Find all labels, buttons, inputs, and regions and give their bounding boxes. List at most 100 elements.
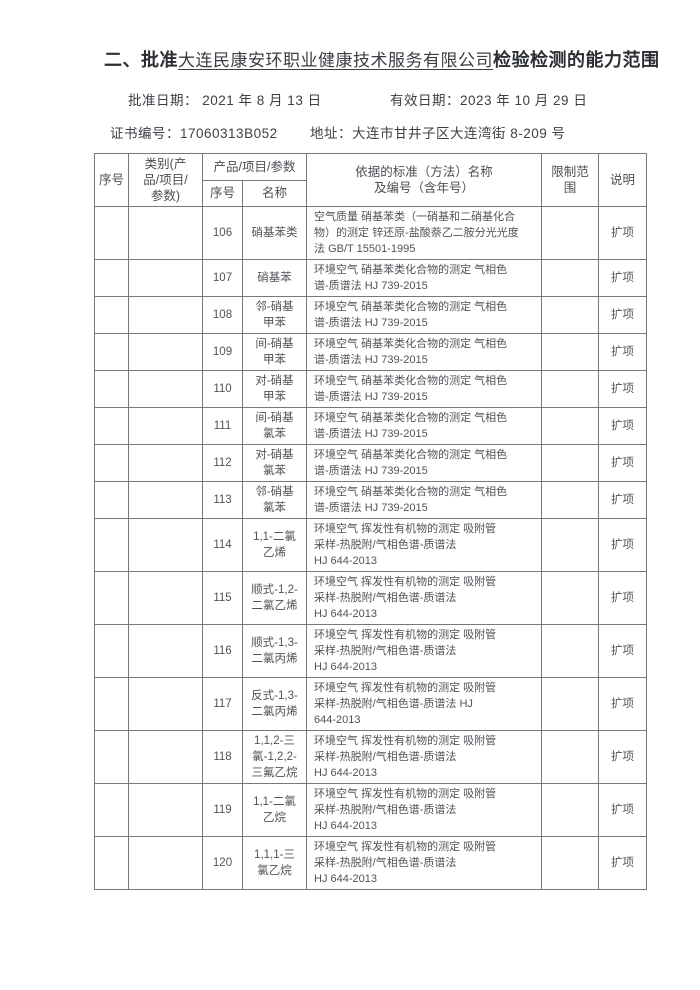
item-name-cell: 邻-硝基 氯苯 bbox=[241, 481, 308, 519]
table-row: 108 邻-硝基 甲苯 环境空气 硝基苯类化合物的测定 气相色 谱-质谱法 HJ 7… bbox=[94, 296, 648, 334]
valid-date-value: 2023 年 10 月 29 日 bbox=[460, 93, 588, 108]
seq-cell bbox=[94, 571, 129, 625]
seq-cell bbox=[94, 836, 129, 890]
seq-cell bbox=[94, 481, 129, 519]
table-row: 119 1,1-二氯 乙烷 环境空气 挥发性有机物的测定 吸附管 采样-热脱附/气相… bbox=[94, 783, 648, 837]
note-cell: 扩项 bbox=[598, 481, 648, 519]
item-name-cell: 对-硝基 甲苯 bbox=[241, 370, 308, 408]
col-header-seq: 序号 bbox=[94, 153, 129, 207]
note-cell: 扩项 bbox=[598, 518, 648, 572]
table-row: 116 顺式-1,3- 二氯丙烯 环境空气 挥发性有机物的测定 吸附管 采样-热脱附… bbox=[94, 624, 648, 678]
seq-cell bbox=[94, 677, 129, 731]
note-cell: 扩项 bbox=[598, 624, 648, 678]
approval-date-label: 批准日期： bbox=[128, 93, 198, 108]
seq-cell bbox=[94, 444, 129, 482]
table-header: 序号 类别(产 品/项目/ 参数) 产品/项目/参数 依据的标准（方法）名称 及… bbox=[94, 153, 648, 207]
cert-no-label: 证书编号： bbox=[110, 126, 180, 141]
standard-cell: 环境空气 硝基苯类化合物的测定 气相色 谱-质谱法 HJ 739-2015 bbox=[306, 481, 543, 519]
col-header-product: 产品/项目/参数 bbox=[201, 153, 308, 181]
category-cell bbox=[128, 333, 203, 371]
title-company-name: 大连民康安环职业健康技术服务有限公司 bbox=[178, 51, 493, 70]
note-cell: 扩项 bbox=[598, 259, 648, 297]
table-row: 106 硝基苯类 空气质量 硝基苯类（一硝基和二硝基化合 物）的测定 锌还原-盐酸萘… bbox=[94, 206, 648, 260]
address-value: 大连市甘井子区大连湾街 8-209 号 bbox=[352, 126, 566, 141]
category-cell bbox=[128, 836, 203, 890]
seq-cell bbox=[94, 407, 129, 445]
page-title: 二、批准大连民康安环职业健康技术服务有限公司检验检测的能力范围 bbox=[104, 46, 700, 72]
approval-date: 批准日期： 2021 年 8 月 13 日 bbox=[128, 89, 390, 109]
standard-cell: 环境空气 硝基苯类化合物的测定 气相色 谱-质谱法 HJ 739-2015 bbox=[306, 296, 543, 334]
table-row: 107 硝基苯 环境空气 硝基苯类化合物的测定 气相色 谱-质谱法 HJ 739-2… bbox=[94, 259, 648, 297]
dates-row: 批准日期： 2021 年 8 月 13 日 有效日期：2023 年 10 月 2… bbox=[128, 89, 700, 109]
table-row: 117 反式-1,3- 二氯丙烯 环境空气 挥发性有机物的测定 吸附管 采样-热脱附… bbox=[94, 677, 648, 731]
address-label: 地址： bbox=[310, 126, 352, 141]
standard-cell: 空气质量 硝基苯类（一硝基和二硝基化合 物）的测定 锌还原-盐酸萘乙二胺分光光度… bbox=[306, 206, 543, 260]
item-name-cell: 1,1-二氯 乙烷 bbox=[241, 783, 308, 837]
item-no-cell: 114 bbox=[202, 518, 243, 572]
seq-cell bbox=[94, 783, 129, 837]
table-row: 112 对-硝基 氯苯 环境空气 硝基苯类化合物的测定 气相色 谱-质谱法 HJ 7… bbox=[94, 444, 648, 482]
item-name-cell: 1,1,1-三 氯乙烷 bbox=[241, 836, 308, 890]
note-cell: 扩项 bbox=[598, 444, 648, 482]
category-cell bbox=[128, 407, 203, 445]
valid-date: 有效日期：2023 年 10 月 29 日 bbox=[390, 89, 587, 109]
standard-cell: 环境空气 挥发性有机物的测定 吸附管 采样-热脱附/气相色谱-质谱法 HJ 64… bbox=[306, 783, 543, 837]
item-name-cell: 顺式-1,3- 二氯丙烯 bbox=[241, 624, 308, 678]
item-no-cell: 111 bbox=[202, 407, 243, 445]
note-cell: 扩项 bbox=[598, 730, 648, 784]
note-cell: 扩项 bbox=[598, 333, 648, 371]
item-no-cell: 110 bbox=[202, 370, 243, 408]
note-cell: 扩项 bbox=[598, 296, 648, 334]
seq-cell bbox=[94, 259, 129, 297]
limit-cell bbox=[541, 518, 600, 572]
item-no-cell: 115 bbox=[202, 571, 243, 625]
item-name-cell: 间-硝基 甲苯 bbox=[241, 333, 308, 371]
table-row: 120 1,1,1-三 氯乙烷 环境空气 挥发性有机物的测定 吸附管 采样-热脱附/… bbox=[94, 836, 648, 890]
seq-cell bbox=[94, 206, 129, 260]
standard-cell: 环境空气 挥发性有机物的测定 吸附管 采样-热脱附/气相色谱-质谱法 HJ 64… bbox=[306, 836, 543, 890]
col-header-standard: 依据的标准（方法）名称 及编号（含年号） bbox=[306, 153, 543, 207]
limit-cell bbox=[541, 259, 600, 297]
seq-cell bbox=[94, 624, 129, 678]
table-body: 106 硝基苯类 空气质量 硝基苯类（一硝基和二硝基化合 物）的测定 锌还原-盐酸萘… bbox=[94, 206, 648, 890]
standard-cell: 环境空气 挥发性有机物的测定 吸附管 采样-热脱附/气相色谱-质谱法 HJ 64… bbox=[306, 677, 543, 731]
note-cell: 扩项 bbox=[598, 836, 648, 890]
item-no-cell: 113 bbox=[202, 481, 243, 519]
table-row: 111 间-硝基 氯苯 环境空气 硝基苯类化合物的测定 气相色 谱-质谱法 HJ 7… bbox=[94, 407, 648, 445]
item-name-cell: 硝基苯类 bbox=[241, 206, 308, 260]
limit-cell bbox=[541, 206, 600, 260]
category-cell bbox=[128, 783, 203, 837]
table-row: 113 邻-硝基 氯苯 环境空气 硝基苯类化合物的测定 气相色 谱-质谱法 HJ 7… bbox=[94, 481, 648, 519]
item-no-cell: 119 bbox=[202, 783, 243, 837]
note-cell: 扩项 bbox=[598, 407, 648, 445]
category-cell bbox=[128, 206, 203, 260]
seq-cell bbox=[94, 730, 129, 784]
item-name-cell: 邻-硝基 甲苯 bbox=[241, 296, 308, 334]
limit-cell bbox=[541, 333, 600, 371]
limit-cell bbox=[541, 296, 600, 334]
limit-cell bbox=[541, 370, 600, 408]
title-suffix: 检验检测的能力范围 bbox=[493, 50, 660, 70]
approval-date-value: 2021 年 8 月 13 日 bbox=[202, 93, 322, 108]
seq-cell bbox=[94, 333, 129, 371]
item-no-cell: 106 bbox=[202, 206, 243, 260]
item-name-cell: 1,1-二氯 乙烯 bbox=[241, 518, 308, 572]
table-row: 118 1,1,2-三 氯-1,2,2- 三氟乙烷 环境空气 挥发性有机物的测定 吸… bbox=[94, 730, 648, 784]
limit-cell bbox=[541, 571, 600, 625]
category-cell bbox=[128, 571, 203, 625]
category-cell bbox=[128, 444, 203, 482]
standard-cell: 环境空气 硝基苯类化合物的测定 气相色 谱-质谱法 HJ 739-2015 bbox=[306, 407, 543, 445]
seq-cell bbox=[94, 296, 129, 334]
item-name-cell: 对-硝基 氯苯 bbox=[241, 444, 308, 482]
col-header-category: 类别(产 品/项目/ 参数) bbox=[128, 153, 203, 207]
standard-cell: 环境空气 硝基苯类化合物的测定 气相色 谱-质谱法 HJ 739-2015 bbox=[306, 444, 543, 482]
standard-cell: 环境空气 挥发性有机物的测定 吸附管 采样-热脱附/气相色谱-质谱法 HJ 64… bbox=[306, 730, 543, 784]
cert-no: 证书编号：17060313B052 bbox=[110, 122, 310, 142]
note-cell: 扩项 bbox=[598, 370, 648, 408]
table-row: 114 1,1-二氯 乙烯 环境空气 挥发性有机物的测定 吸附管 采样-热脱附/气相… bbox=[94, 518, 648, 572]
col-header-note: 说明 bbox=[598, 153, 648, 207]
standard-cell: 环境空气 硝基苯类化合物的测定 气相色 谱-质谱法 HJ 739-2015 bbox=[306, 370, 543, 408]
address: 地址：大连市甘井子区大连湾街 8-209 号 bbox=[310, 122, 566, 142]
seq-cell bbox=[94, 370, 129, 408]
cert-row: 证书编号：17060313B052 地址：大连市甘井子区大连湾街 8-209 号 bbox=[110, 122, 700, 142]
